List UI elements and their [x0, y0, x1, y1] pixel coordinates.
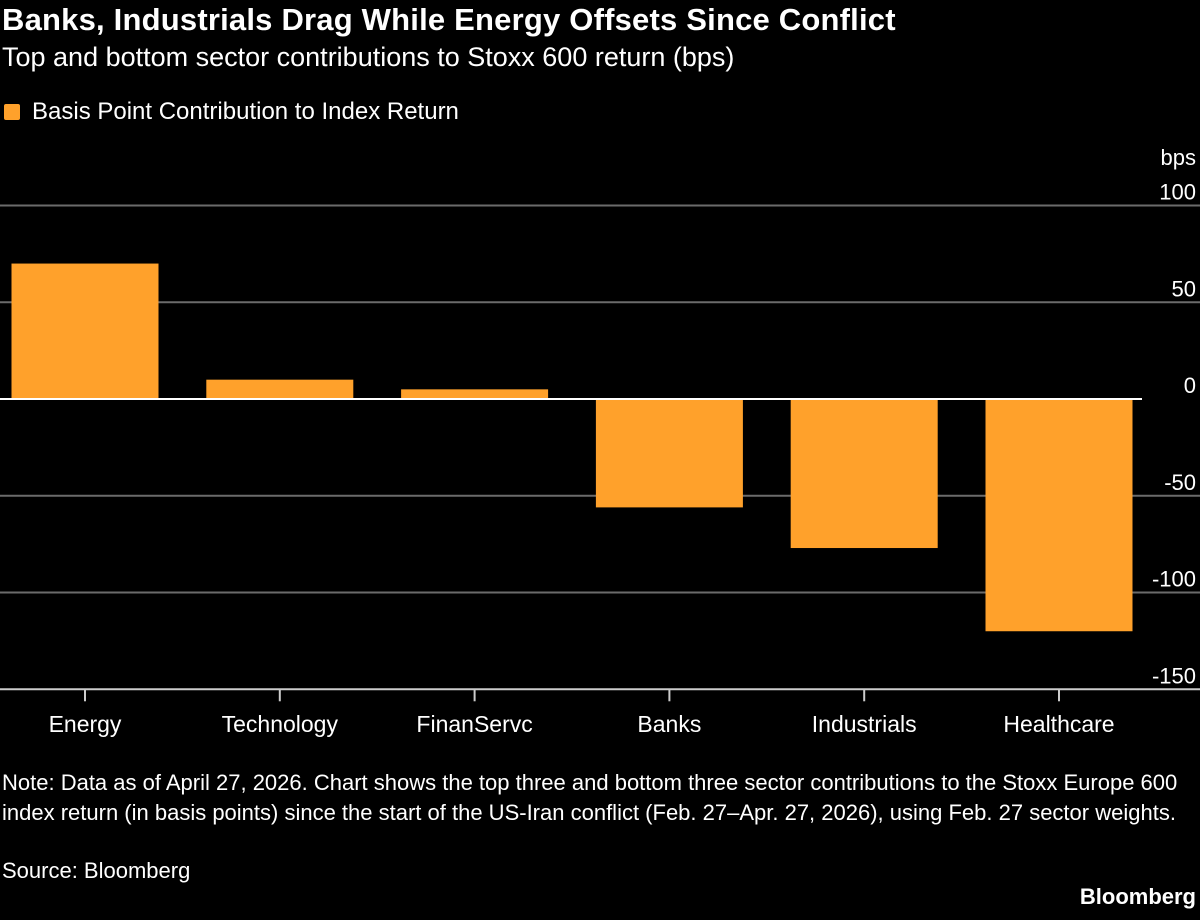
y-tick-label: 100	[1159, 180, 1196, 205]
y-axis-unit: bps	[1161, 145, 1196, 170]
legend: Basis Point Contribution to Index Return	[4, 98, 459, 126]
chart-subtitle: Top and bottom sector contributions to S…	[2, 42, 735, 72]
bar-healthcare	[985, 399, 1133, 632]
y-tick-label: 50	[1172, 276, 1196, 301]
bar-chart: bps 100 50 0 -50 -100 -150 Energy Technology Fina…	[0, 145, 1200, 737]
y-tick-label: -50	[1164, 470, 1196, 495]
x-tick-label: Banks	[637, 711, 701, 737]
x-tick-label: Energy	[49, 711, 122, 737]
bar-industrials	[790, 399, 938, 549]
y-tick-label: 0	[1184, 373, 1196, 398]
chart-note: Note: Data as of April 27, 2026. Chart s…	[2, 770, 1178, 825]
y-tick-label: -150	[1152, 663, 1196, 688]
legend-label: Basis Point Contribution to Index Return	[32, 98, 459, 125]
chart-source: Source: Bloomberg	[2, 858, 191, 883]
legend-swatch	[4, 104, 20, 120]
bar-energy	[11, 263, 159, 400]
bar-finanservc	[401, 389, 549, 400]
bar-technology	[206, 379, 354, 400]
bloomberg-logo: Bloomberg	[1079, 884, 1196, 909]
bar-banks	[595, 399, 743, 508]
y-tick-label: -100	[1152, 567, 1196, 592]
x-tick-label: Technology	[222, 711, 339, 737]
x-tick-label: Industrials	[812, 711, 917, 737]
chart-title: Banks, Industrials Drag While Energy Off…	[2, 2, 896, 37]
x-tick-label: FinanServc	[416, 711, 532, 737]
x-tick-label: Healthcare	[1003, 711, 1114, 737]
